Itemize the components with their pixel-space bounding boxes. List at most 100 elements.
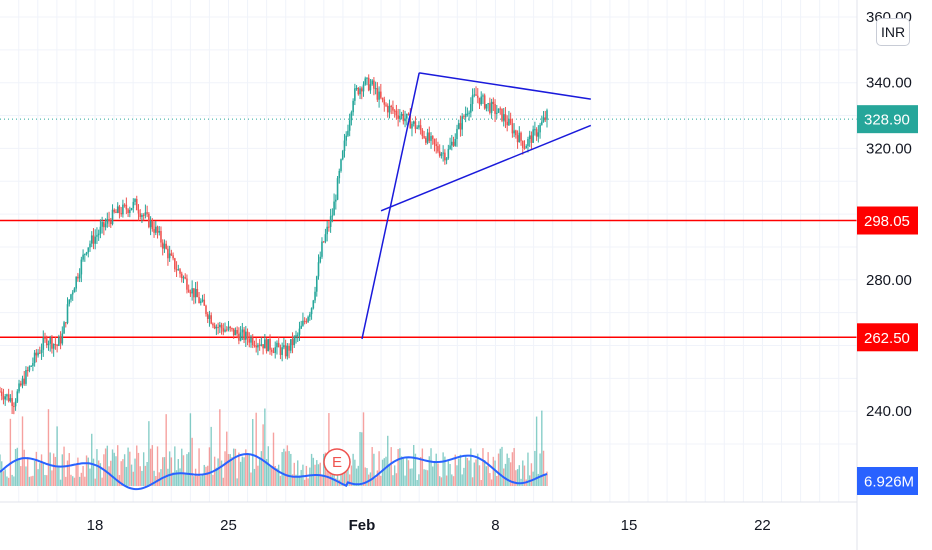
volume-bar: [104, 448, 107, 486]
candle-body: [492, 101, 495, 105]
volume-bar: [187, 452, 190, 486]
volume-bar: [468, 460, 470, 486]
volume-bar: [215, 467, 218, 486]
candle-body: [457, 123, 460, 129]
candle-body: [483, 95, 486, 109]
volume-bar: [539, 453, 541, 486]
candle-body: [213, 325, 216, 329]
volume-bar: [40, 454, 43, 486]
candle-body: [291, 339, 294, 346]
time-axis-labels: 18 25 Feb 8 15 22: [87, 517, 771, 534]
volume-bar: [139, 466, 141, 486]
candle-body: [409, 114, 412, 129]
candle-body: [194, 288, 197, 298]
volume-bar: [217, 458, 219, 486]
volume-bar: [466, 457, 469, 486]
candle-body: [397, 115, 399, 119]
candle-body: [380, 91, 382, 98]
volume-bar: [153, 470, 155, 486]
volume-bar: [381, 459, 384, 486]
volume-bar: [149, 448, 152, 486]
candle-body: [234, 330, 237, 336]
volume-bar: [137, 452, 140, 486]
volume-bar: [70, 474, 72, 486]
candle-body: [290, 339, 292, 351]
volume-bar: [227, 454, 230, 486]
volume-bar: [168, 451, 171, 486]
earnings-marker-label: E: [332, 454, 342, 471]
candle-body: [329, 216, 332, 227]
candle-body: [421, 130, 424, 137]
candle-body: [96, 235, 98, 237]
volume-bar: [96, 449, 98, 486]
volume-bar: [269, 465, 271, 486]
candle-body: [56, 344, 58, 346]
volume-bar: [348, 474, 351, 486]
candle-body: [435, 144, 438, 147]
candle-body: [42, 338, 45, 350]
trendline[interactable]: [361, 72, 420, 340]
candle-body: [426, 132, 429, 143]
volume-bar: [290, 453, 292, 486]
volume-bar: [174, 446, 176, 486]
candle-body: [64, 322, 67, 324]
volume-bar: [14, 448, 17, 486]
candle-body: [21, 378, 24, 386]
volume-bar: [236, 478, 238, 486]
candle-body: [222, 328, 225, 332]
volume-bar: [163, 457, 166, 486]
candle-body: [293, 336, 296, 346]
candle-body: [115, 211, 117, 213]
volume-bar: [423, 469, 425, 486]
candle-body: [509, 118, 512, 124]
candle-body: [6, 394, 8, 397]
volume-moving-average-line: [0, 452, 548, 491]
volume-bar: [475, 459, 477, 486]
candle-body: [177, 269, 180, 271]
volume-bar: [303, 479, 306, 486]
candle-body: [257, 344, 259, 348]
candle-body: [193, 288, 195, 298]
price-axis[interactable]: [857, 0, 932, 550]
time-tick-label: 25: [220, 517, 237, 534]
currency-button[interactable]: INR: [876, 18, 910, 46]
volume-bar: [407, 460, 410, 486]
volume-bar: [122, 459, 124, 486]
candle-body: [456, 128, 458, 139]
candle-body: [54, 344, 57, 346]
trendline[interactable]: [380, 124, 592, 212]
earnings-marker[interactable]: E: [323, 448, 351, 476]
candle-body: [186, 278, 188, 290]
volume-bar: [485, 466, 488, 486]
volume-bar: [258, 458, 261, 486]
volume-bar: [399, 448, 401, 486]
volume-bar: [172, 472, 174, 486]
candle-body: [364, 78, 367, 85]
volume-bar: [494, 460, 496, 486]
volume-bar: [191, 437, 193, 486]
candle-body: [236, 330, 238, 334]
volume-bar: [134, 458, 136, 486]
trendline[interactable]: [419, 72, 591, 100]
candle-body: [527, 139, 529, 146]
candle-body: [123, 204, 126, 206]
volume-bar: [288, 451, 290, 486]
candle-body: [343, 140, 346, 152]
candle-body: [352, 100, 354, 113]
candle-body: [541, 121, 543, 125]
candle-body: [305, 321, 308, 323]
candle-body: [307, 316, 309, 322]
candle-body: [518, 132, 521, 143]
volume-bar: [52, 453, 55, 486]
candle-body: [44, 338, 46, 340]
volume-bar: [376, 470, 379, 486]
horizontal-price-levels[interactable]: [0, 118, 857, 339]
volume-bar: [208, 447, 211, 486]
volume-bar: [265, 459, 268, 486]
volume-bar: [509, 462, 512, 486]
candle-body: [199, 301, 202, 304]
volume-bar: [97, 460, 100, 486]
volume-bar: [437, 463, 439, 486]
triangle-trendlines[interactable]: [361, 72, 592, 340]
